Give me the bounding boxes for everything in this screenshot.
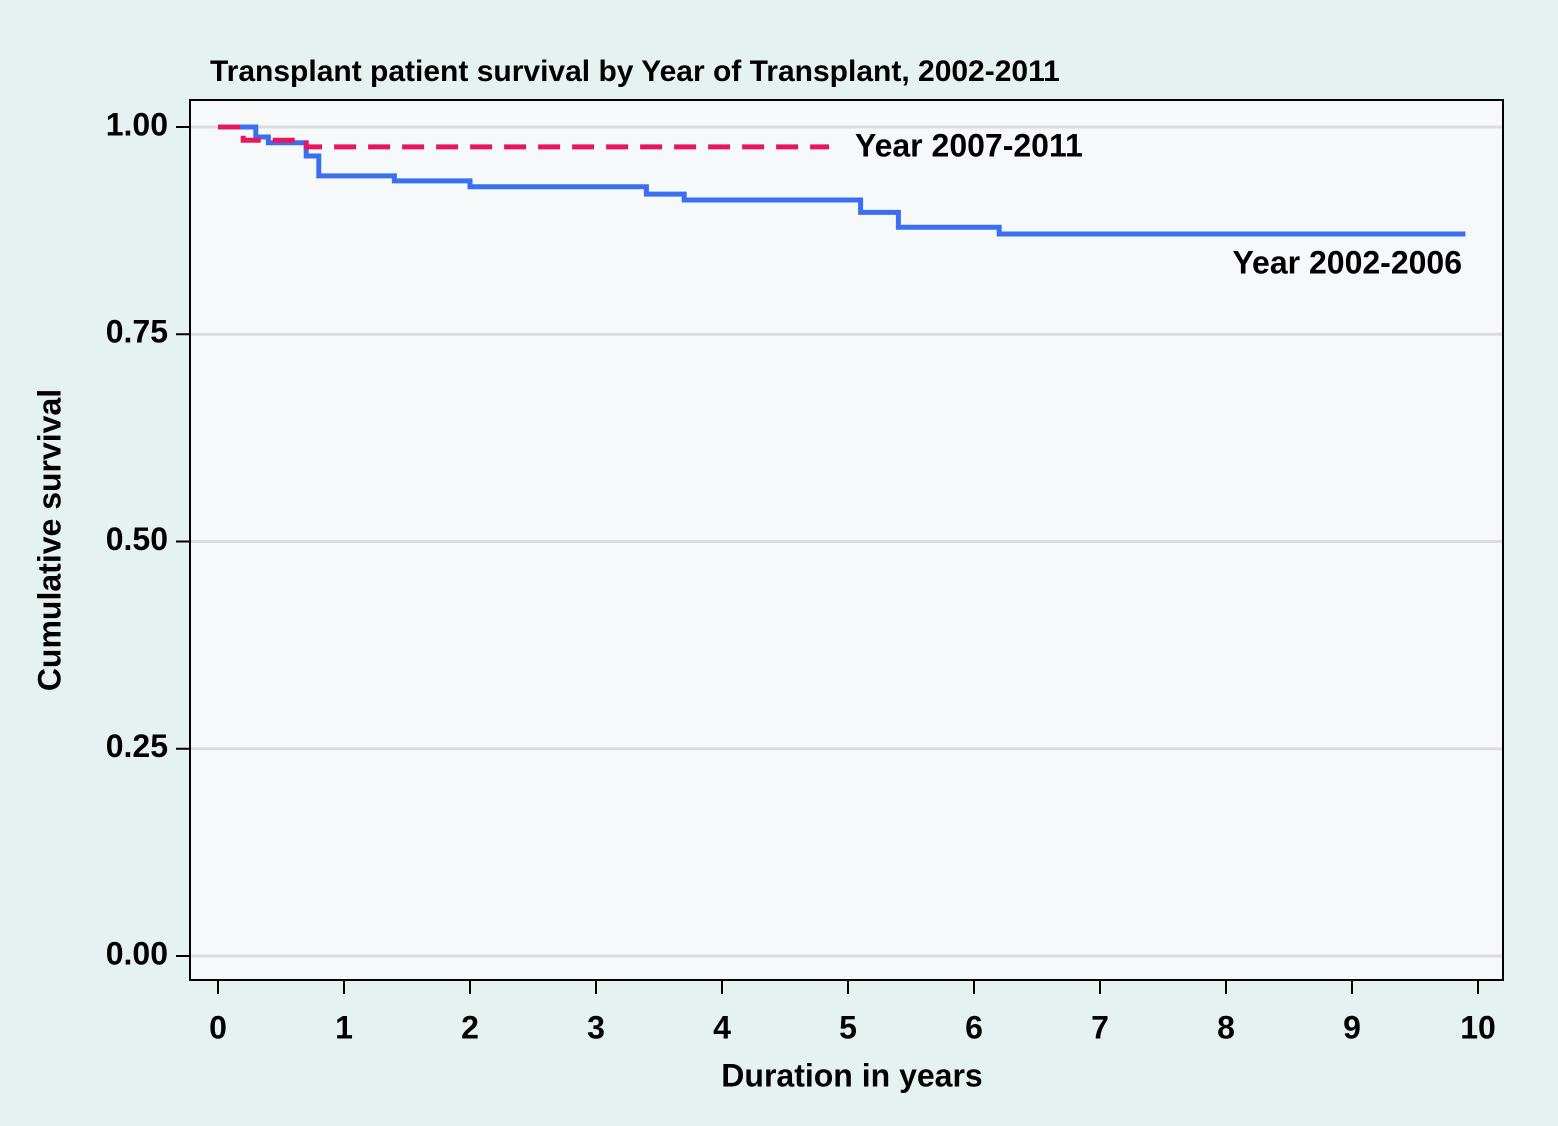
y-axis-label: Cumulative survival xyxy=(31,389,67,691)
x-tick-label: 5 xyxy=(839,1009,857,1045)
x-axis-label: Duration in years xyxy=(721,1057,982,1093)
x-tick-label: 3 xyxy=(587,1009,605,1045)
chart-title: Transplant patient survival by Year of T… xyxy=(210,55,1060,88)
y-tick-label: 0.00 xyxy=(106,935,168,971)
x-tick-label: 2 xyxy=(461,1009,479,1045)
y-tick-label: 0.50 xyxy=(106,521,168,557)
x-tick-label: 6 xyxy=(965,1009,983,1045)
x-tick-label: 0 xyxy=(209,1009,227,1045)
survival-line xyxy=(218,124,830,150)
x-tick-label: 8 xyxy=(1217,1009,1235,1045)
x-tick-label: 1 xyxy=(335,1009,353,1045)
survival-line xyxy=(218,124,1466,237)
x-tick-label: 4 xyxy=(713,1009,731,1045)
plot-frame xyxy=(189,99,1504,981)
y-tick-label: 0.75 xyxy=(106,314,168,350)
series-label: Year 2007-2011 xyxy=(855,127,1083,163)
x-tick-label: 10 xyxy=(1460,1009,1496,1045)
series-label: Year 2002-2006 xyxy=(1232,244,1462,280)
y-tick-label: 1.00 xyxy=(106,106,168,142)
x-tick-label: 9 xyxy=(1343,1009,1361,1045)
y-tick-label: 0.25 xyxy=(106,728,168,764)
x-tick-label: 7 xyxy=(1091,1009,1109,1045)
